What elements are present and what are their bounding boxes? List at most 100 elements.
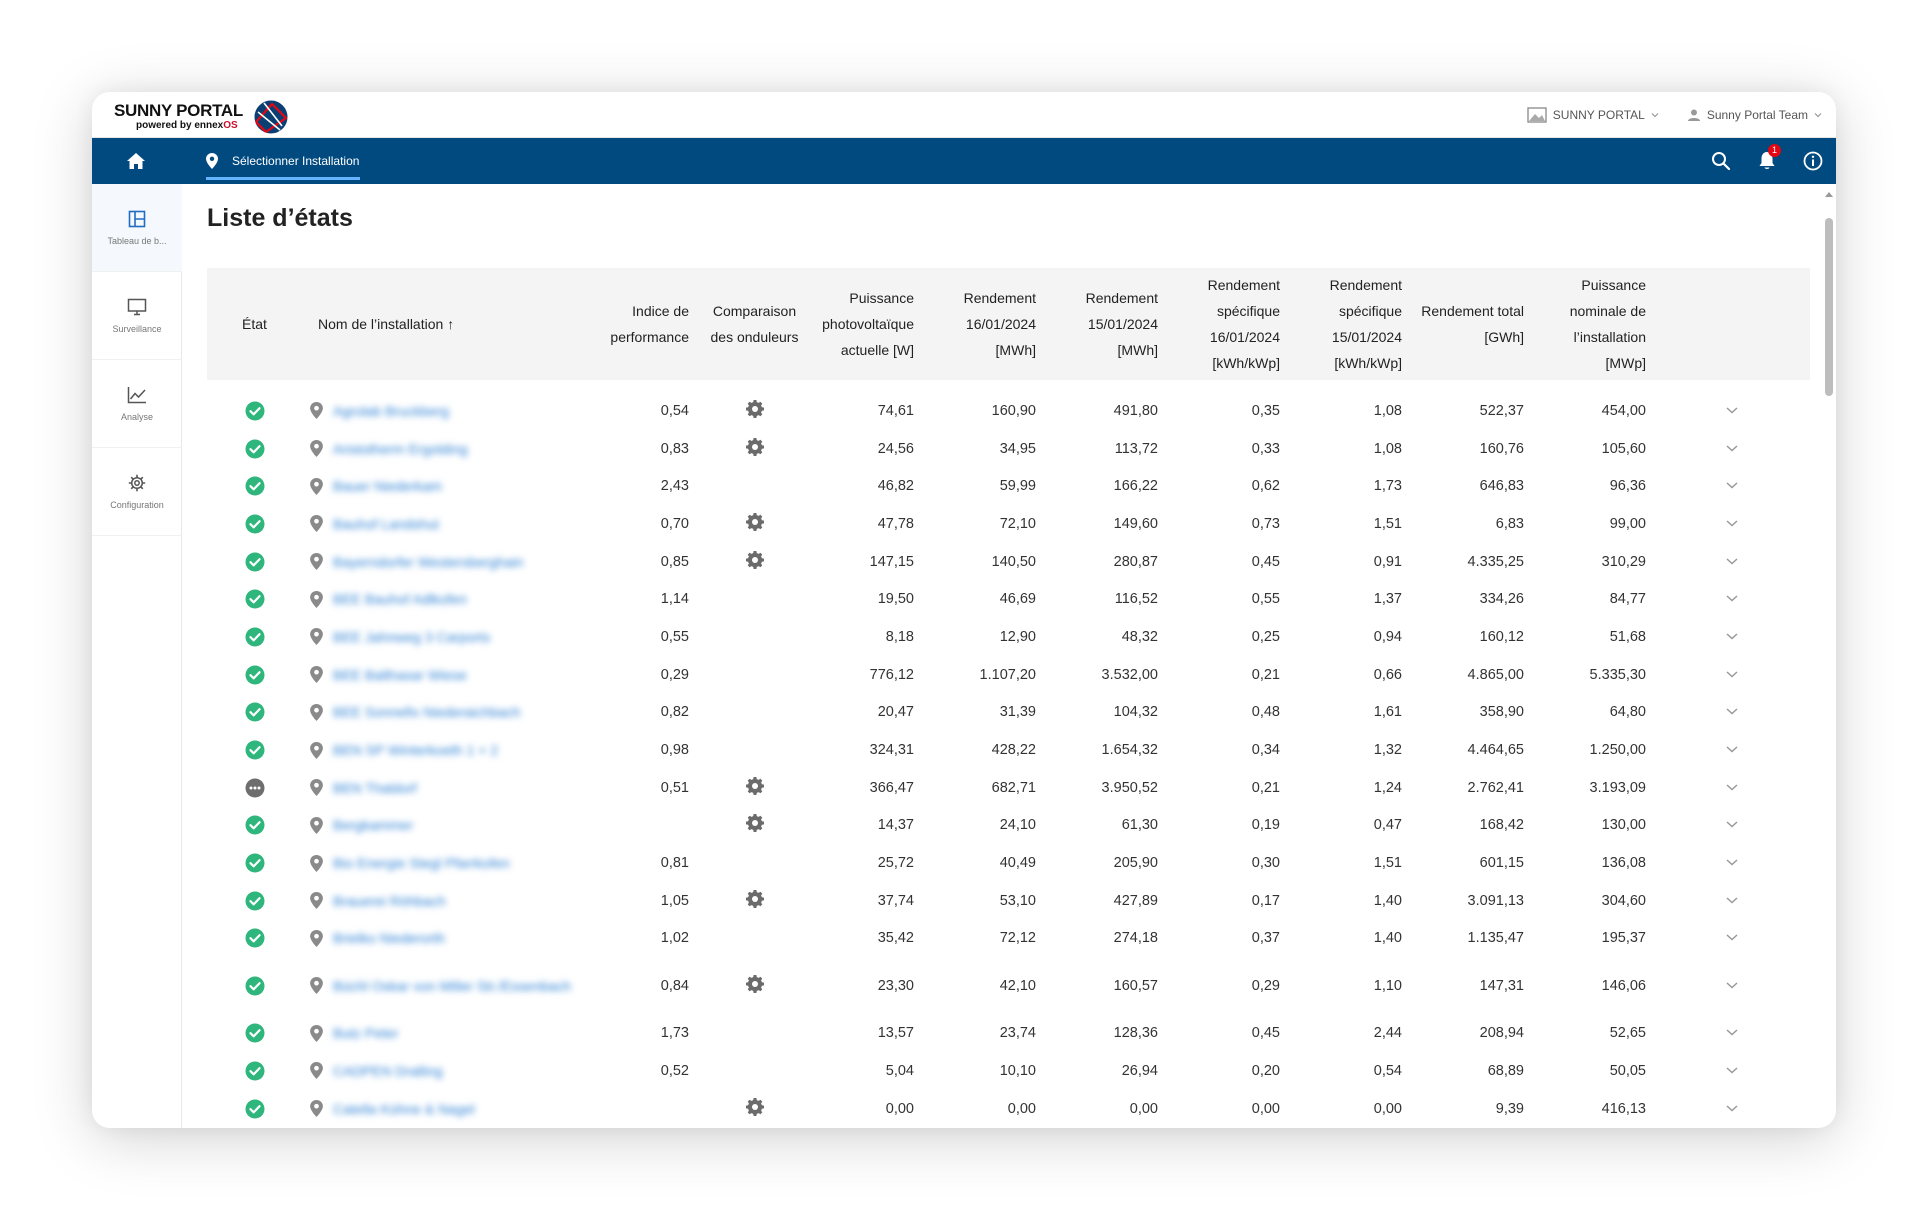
inverter-comparison-gear-icon[interactable] — [745, 889, 764, 908]
installation-name-link[interactable]: Aristotherm Ergolding — [333, 440, 468, 457]
column-header-specific-yield-16-01[interactable]: Rendement spécifique 16/01/2024 [kWh/kWp… — [1166, 268, 1288, 380]
search-button[interactable] — [1698, 138, 1744, 184]
installation-name-link[interactable]: Bauer Niederkam — [333, 478, 442, 495]
portal-switcher[interactable]: SUNNY PORTAL — [1527, 107, 1659, 123]
table-row[interactable]: BEN SP Winterkoeth 1 + 2 0,98 324,31 428,22… — [207, 731, 1810, 769]
expand-row-button[interactable] — [1654, 957, 1810, 1014]
expand-row-button[interactable] — [1654, 807, 1810, 845]
table-row[interactable]: Bauhof Landshut 0,70 47,78 72,10 149,60 0,73 1… — [207, 505, 1810, 543]
installation-name-link[interactable]: BEE Balthasar Wiese — [333, 666, 467, 683]
table-row[interactable]: Büchl Oskar von Miller Str./Essenbach 0,8… — [207, 957, 1810, 1014]
column-header-total-yield[interactable]: Rendement total [GWh] — [1410, 268, 1532, 380]
expand-row-button[interactable] — [1654, 769, 1810, 807]
status-ok-icon — [245, 589, 264, 609]
installation-name-link[interactable]: BEE Bauhof Adlkofen — [333, 591, 467, 608]
table-row[interactable]: Catella Kühne & Nagel 0,00 0,00 0,00 0,00 0,0… — [207, 1090, 1810, 1128]
inverter-comparison-gear-icon[interactable] — [745, 776, 764, 795]
installation-name-link[interactable]: BEN SP Winterkoeth 1 + 2 — [333, 742, 499, 759]
table-row[interactable]: Aristotherm Ergolding 0,83 24,56 34,95 113,7… — [207, 430, 1810, 468]
inverter-comparison-gear-icon[interactable] — [745, 399, 764, 418]
installation-name-link[interactable]: Brielko Niederorth — [333, 930, 446, 947]
expand-row-button[interactable] — [1654, 1052, 1810, 1090]
table-row[interactable]: Butz Peter 1,73 13,57 23,74 128,36 0,45 2,44 20… — [207, 1014, 1810, 1052]
table-row[interactable]: Bergkammer 14,37 24,10 61,30 0,19 0,47 168,42 1… — [207, 807, 1810, 845]
expand-row-button[interactable] — [1654, 580, 1810, 618]
expand-row-button[interactable] — [1654, 1014, 1810, 1052]
expand-row-button[interactable] — [1654, 656, 1810, 694]
expand-row-button[interactable] — [1654, 1090, 1810, 1128]
sidebar-item-configuration[interactable]: Configuration — [92, 448, 182, 536]
expand-row-button[interactable] — [1654, 392, 1810, 430]
installation-name-link[interactable]: BEE Jahnweg 3 Carports — [333, 628, 491, 645]
table-row[interactable]: Brauerei Röhbach 1,05 37,74 53,10 427,89 0,17… — [207, 882, 1810, 920]
expand-row-button[interactable] — [1654, 694, 1810, 732]
sunny-portal-logo[interactable]: SUNNY PORTAL powered by ennexOS — [114, 98, 294, 135]
sidebar-item-dashboard[interactable]: Tableau de b... — [92, 184, 182, 272]
installation-name-link[interactable]: Butz Peter — [333, 1025, 399, 1042]
inverter-comparison-gear-icon[interactable] — [745, 814, 764, 833]
notifications-button[interactable]: 1 — [1744, 138, 1790, 184]
installation-name-link[interactable]: Brauerei Röhbach — [333, 892, 446, 909]
installation-name-link[interactable]: Bauhof Landshut — [333, 515, 439, 532]
scrollbar-thumb[interactable] — [1825, 218, 1833, 396]
sidebar-item-surveillance[interactable]: Surveillance — [92, 272, 182, 360]
table-row[interactable]: BEN Thaldorf 0,51 366,47 682,71 3.950,52 0,21… — [207, 769, 1810, 807]
sort-ascending-icon[interactable]: ↑ — [447, 316, 455, 332]
scrollbar[interactable] — [1822, 184, 1836, 1128]
table-row[interactable]: BEE Bauhof Adlkofen 1,14 19,50 46,69 116,52 0… — [207, 580, 1810, 618]
installation-name-link[interactable]: CADPEN Dralling — [333, 1062, 443, 1079]
info-button[interactable] — [1790, 138, 1836, 184]
inverter-comparison-gear-icon[interactable] — [745, 437, 764, 456]
user-menu[interactable]: Sunny Portal Team — [1687, 108, 1822, 122]
location-pin-icon — [310, 666, 323, 684]
column-header-pv-power[interactable]: Puissance photovoltaïque actuelle [W] — [812, 268, 922, 380]
expand-row-button[interactable] — [1654, 618, 1810, 656]
location-pin-icon — [310, 977, 323, 995]
inverter-comparison-gear-icon[interactable] — [745, 974, 764, 993]
expand-row-button[interactable] — [1654, 731, 1810, 769]
table-row[interactable]: BEE Balthasar Wiese 0,29 776,12 1.107,20 3.5… — [207, 656, 1810, 694]
home-icon[interactable] — [126, 152, 146, 170]
column-header-performance-index[interactable]: Indice de performance — [602, 268, 697, 380]
installation-name-link[interactable]: Bio Energie Stegl Pfarrkofen — [333, 855, 510, 872]
table-row[interactable]: BEE Sonnefix Niederaichbach 0,82 20,47 31,3… — [207, 694, 1810, 732]
installation-name-link[interactable]: Agrolab Bruckberg — [333, 402, 449, 419]
installation-name-link[interactable]: Bergkammer — [333, 817, 414, 834]
column-header-yield-15-01[interactable]: Rendement 15/01/2024 [MWh] — [1044, 268, 1166, 380]
installation-name-link[interactable]: Bayerndorfer Westersberghain — [333, 553, 524, 570]
installation-name-link[interactable]: Catella Kühne & Nagel — [333, 1100, 475, 1117]
table-row[interactable]: CADPEN Dralling 0,52 5,04 10,10 26,94 0,20 0,5… — [207, 1052, 1810, 1090]
installation-name-link[interactable]: BEE Sonnefix Niederaichbach — [333, 704, 521, 721]
column-header-nominal-power[interactable]: Puissance nominale de l’installation [MW… — [1532, 268, 1654, 380]
table-row[interactable]: Brielko Niederorth 1,02 35,42 72,12 274,18 0,… — [207, 920, 1810, 958]
table-row[interactable]: BEE Jahnweg 3 Carports 0,55 8,18 12,90 48,32… — [207, 618, 1810, 656]
table-row[interactable]: Bayerndorfer Westersberghain 0,85 147,15 14… — [207, 543, 1810, 581]
status-ok-icon — [245, 702, 264, 722]
expand-row-button[interactable] — [1654, 467, 1810, 505]
installation-name-link[interactable]: Büchl Oskar von Miller Str./Essenbach — [333, 977, 572, 994]
column-header-etat[interactable]: État — [207, 268, 302, 380]
table-row[interactable]: Bauer Niederkam 2,43 46,82 59,99 166,22 0,62 1… — [207, 467, 1810, 505]
expand-row-button[interactable] — [1654, 430, 1810, 468]
installation-name-link[interactable]: BEN Thaldorf — [333, 779, 417, 796]
column-header-inverter-comparison[interactable]: Comparaison des onduleurs — [697, 268, 812, 380]
column-header-name[interactable]: Nom de l’installation ↑ — [302, 268, 602, 380]
column-header-specific-yield-15-01[interactable]: Rendement spécifique 15/01/2024 [kWh/kWp… — [1288, 268, 1410, 380]
inverter-comparison-gear-icon[interactable] — [745, 1097, 764, 1116]
table-row[interactable]: Agrolab Bruckberg 0,54 74,61 160,90 491,80 0,… — [207, 392, 1810, 430]
inverter-comparison-gear-icon[interactable] — [745, 512, 764, 531]
select-installation-tab[interactable]: Sélectionner Installation — [206, 138, 359, 184]
expand-row-button[interactable] — [1654, 882, 1810, 920]
sidebar-item-analyse[interactable]: Analyse — [92, 360, 182, 448]
performance-index-cell: 2,43 — [660, 478, 689, 495]
top-right-menu: SUNNY PORTAL Sunny Portal Team — [1527, 92, 1822, 138]
inverter-comparison-gear-icon[interactable] — [745, 550, 764, 569]
expand-row-button[interactable] — [1654, 920, 1810, 958]
expand-row-button[interactable] — [1654, 844, 1810, 882]
expand-row-button[interactable] — [1654, 505, 1810, 543]
column-header-yield-16-01[interactable]: Rendement 16/01/2024 [MWh] — [922, 268, 1044, 380]
scroll-up-arrow-icon[interactable] — [1825, 192, 1833, 197]
expand-row-button[interactable] — [1654, 543, 1810, 581]
table-row[interactable]: Bio Energie Stegl Pfarrkofen 0,81 25,72 40,… — [207, 844, 1810, 882]
yield-16-01-cell: 160,90 — [991, 402, 1036, 419]
